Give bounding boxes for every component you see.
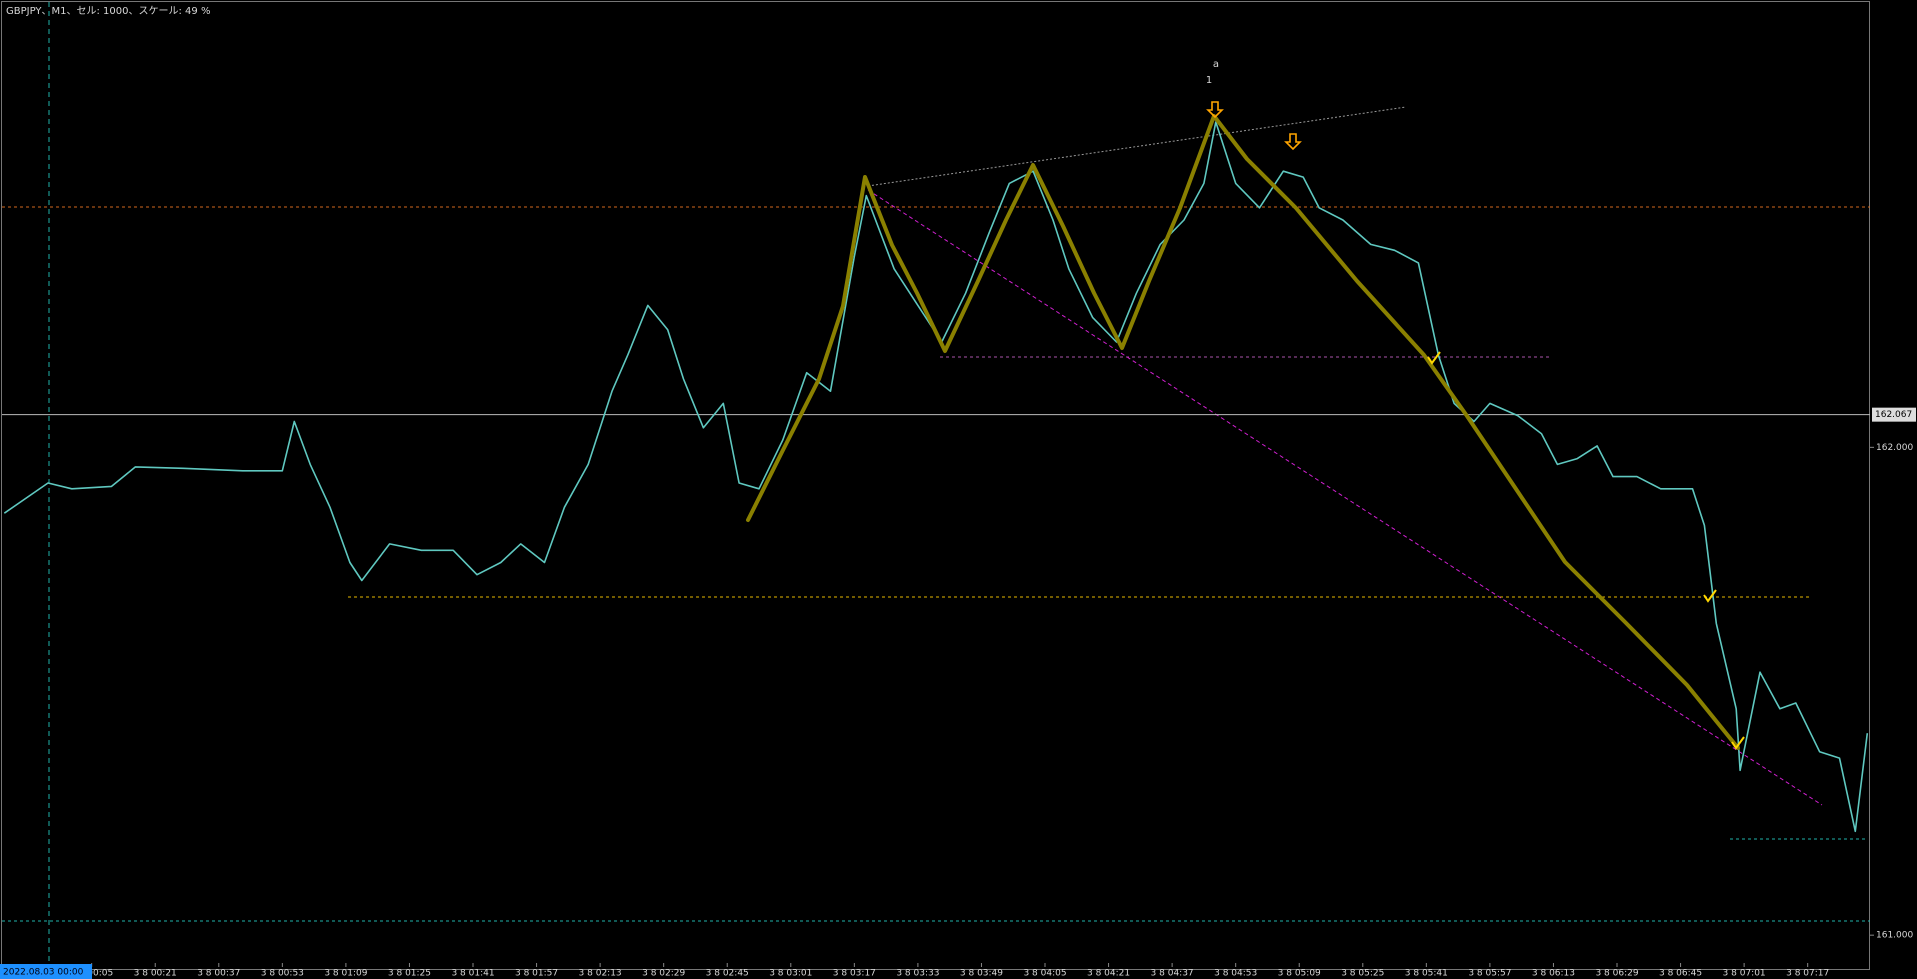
series-layer xyxy=(2,121,1870,833)
price-label-box xyxy=(1872,407,1916,422)
x-tick-label: 3 8 01:25 xyxy=(388,969,431,979)
check-mark xyxy=(1703,589,1717,603)
crosshair-label: 2022.08.03 00:00 xyxy=(3,968,84,978)
arrow-markers xyxy=(1206,101,1302,151)
y-tick-label: 161.000 xyxy=(1876,931,1913,941)
x-tick-label: 3 8 06:29 xyxy=(1595,969,1638,979)
crosshair-label-box xyxy=(0,964,92,979)
x-tick-label: 3 8 01:41 xyxy=(451,969,494,979)
down-arrow xyxy=(1206,101,1224,119)
chart-title: GBPJPY、M1、セル: 1000、スケール: 49 % xyxy=(6,5,210,17)
price-label: 162.067 xyxy=(1875,410,1912,420)
x-tick-label: 3 8 00:37 xyxy=(197,969,240,979)
x-tick-label: 3 8 05:09 xyxy=(1278,969,1321,979)
x-tick-label: 3 8 01:57 xyxy=(515,969,558,979)
x-tick-label: 3 8 07:17 xyxy=(1786,969,1829,979)
x-tick-label: 3 8 03:17 xyxy=(833,969,876,979)
x-tick-label: 3 8 06:45 xyxy=(1659,969,1702,979)
x-tick-label: 3 8 07:01 xyxy=(1723,969,1766,979)
trend-line xyxy=(867,189,1823,806)
axis-layer: 3 8 00:053 8 00:213 8 00:373 8 00:533 8 … xyxy=(70,407,1916,979)
x-tick-label: 3 8 06:13 xyxy=(1532,969,1575,979)
x-tick-label: 3 8 02:45 xyxy=(706,969,749,979)
x-tick-label: 3 8 03:49 xyxy=(960,969,1003,979)
price-series xyxy=(3,121,1869,833)
x-tick-label: 3 8 05:25 xyxy=(1341,969,1384,979)
check-mark xyxy=(1731,736,1745,750)
annotation: 1 xyxy=(1206,75,1212,86)
x-tick-label: 3 8 04:37 xyxy=(1151,969,1194,979)
check-mark xyxy=(1427,351,1441,365)
x-tick-label: 3 8 04:21 xyxy=(1087,969,1130,979)
x-tick-label: 3 8 02:13 xyxy=(579,969,622,979)
annotation: a xyxy=(1213,59,1219,70)
x-tick-label: 3 8 03:01 xyxy=(769,969,812,979)
down-arrow xyxy=(1284,133,1302,151)
y-tick-label: 162.000 xyxy=(1876,443,1913,453)
x-tick-label: 3 8 04:05 xyxy=(1023,969,1066,979)
x-tick-label: 3 8 04:53 xyxy=(1214,969,1257,979)
zigzag-overlay xyxy=(746,114,1740,750)
x-tick-label: 3 8 03:33 xyxy=(896,969,939,979)
trend-line xyxy=(867,106,1407,187)
plot-frame xyxy=(1,1,1870,970)
x-tick-label: 3 8 00:53 xyxy=(261,969,304,979)
x-tick-label: 3 8 00:21 xyxy=(134,969,177,979)
x-tick-label: 3 8 05:57 xyxy=(1468,969,1511,979)
x-tick-label: 3 8 05:41 xyxy=(1405,969,1448,979)
check-markers xyxy=(1427,351,1745,750)
x-tick-label: 3 8 02:29 xyxy=(642,969,685,979)
x-tick-label: 3 8 01:09 xyxy=(324,969,367,979)
